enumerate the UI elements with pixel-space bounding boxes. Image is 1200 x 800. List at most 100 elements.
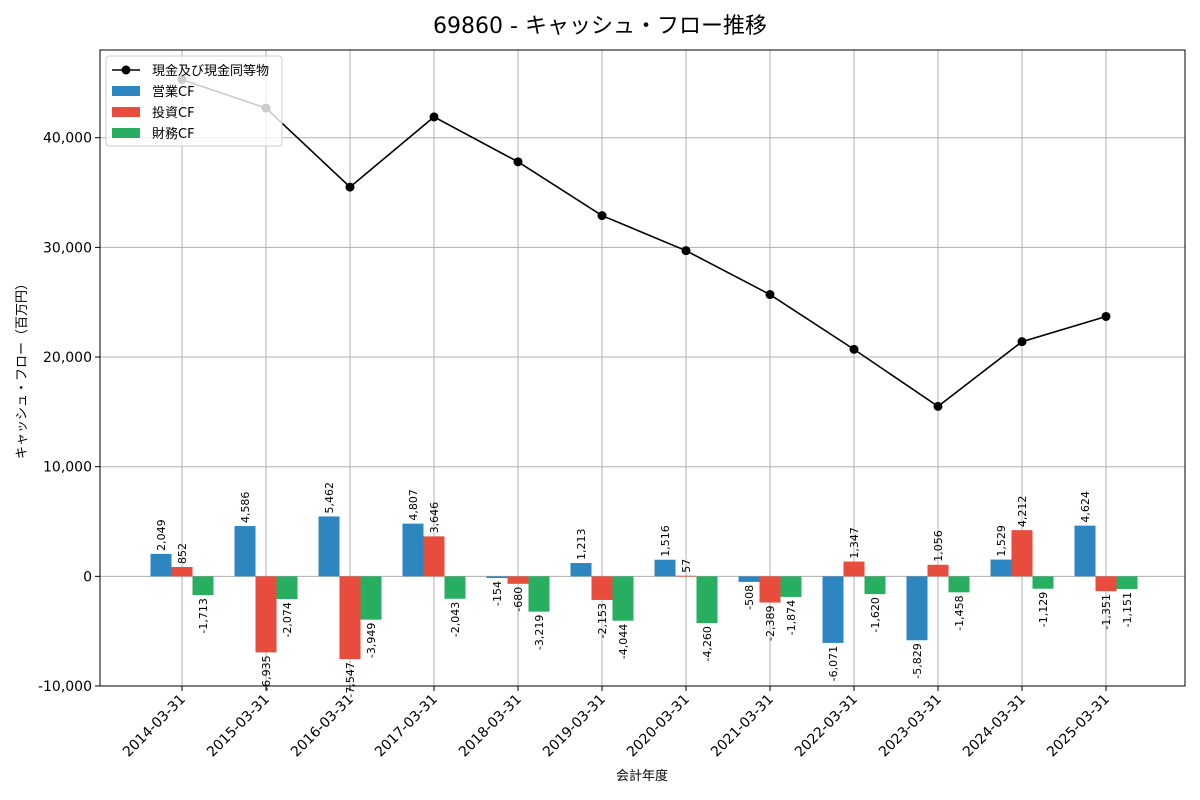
bar [1011, 530, 1033, 577]
bar-value-label: 852 [176, 543, 189, 564]
bar-value-label: 2,049 [155, 519, 168, 551]
bar [822, 576, 844, 643]
x-tick-label: 2016-03-31 [288, 692, 357, 761]
legend-label: 投資CF [152, 105, 195, 121]
bar [318, 516, 340, 577]
bar [570, 563, 592, 577]
bar-value-label: -1,351 [1100, 594, 1113, 629]
bar [864, 576, 886, 595]
bar-value-label: -6,935 [260, 655, 273, 690]
bar [339, 576, 361, 660]
bar-value-label: -2,074 [281, 602, 294, 637]
bar-value-label: 57 [680, 559, 693, 573]
bar [738, 576, 760, 582]
bar [444, 576, 466, 599]
cash-point [933, 401, 943, 411]
bar [1074, 525, 1096, 577]
legend-box [105, 55, 283, 147]
bar-value-label: -508 [743, 585, 756, 610]
legend-label: 現金及び現金同等物 [152, 63, 269, 79]
chart-title: 69860 - キャッシュ・フロー推移 [433, 14, 767, 39]
x-tick-label: 2023-03-31 [876, 692, 945, 761]
bar [591, 576, 613, 600]
bar [990, 559, 1012, 577]
cash-point [765, 290, 775, 300]
legend-label: 財務CF [152, 127, 195, 142]
axis-ticks: -10,000 0 10,000 20,000 30,000 40,000 2014-03-… [38, 131, 1113, 761]
bar-value-label: 4,624 [1079, 491, 1092, 523]
bar-value-label: 4,807 [407, 489, 420, 521]
bar-value-label: -4,260 [701, 626, 714, 661]
x-tick-label: 2021-03-31 [708, 692, 777, 761]
bar-value-label: -154 [491, 581, 504, 606]
bar [360, 576, 382, 620]
cash-point [597, 211, 607, 221]
cash-point [681, 246, 691, 256]
bar-value-label: 1,516 [659, 525, 672, 557]
y-tick-label: 20,000 [43, 350, 92, 366]
x-axis-label: 会計年度 [616, 768, 668, 784]
bar-value-label: -1,129 [1037, 592, 1050, 627]
legend-label: 営業CF [152, 84, 195, 100]
bar-value-label: -5,829 [911, 643, 924, 678]
bar-value-label: -2,389 [764, 606, 777, 641]
bar-value-label: 1,213 [575, 529, 588, 561]
bar [423, 536, 445, 577]
y-tick-label: 40,000 [43, 131, 92, 147]
bar-series [150, 516, 1138, 660]
y-axis-label: キャッシュ・フロー（百万円） [15, 277, 30, 459]
bar [171, 567, 193, 577]
bar-value-label: -1,713 [197, 598, 210, 633]
bar-value-label: -1,151 [1121, 592, 1134, 627]
bar [276, 576, 298, 600]
bar [906, 576, 928, 641]
bar [843, 561, 865, 577]
bar-value-label: -4,044 [617, 624, 630, 659]
x-tick-label: 2018-03-31 [456, 692, 525, 761]
bar [696, 576, 718, 624]
cash-line [181, 78, 1107, 408]
bar [255, 576, 277, 653]
x-tick-label: 2017-03-31 [372, 692, 441, 761]
cash-point [1017, 337, 1027, 347]
bar [780, 576, 802, 597]
bar-value-label: 1,529 [995, 525, 1008, 557]
x-tick-label: 2024-03-31 [960, 692, 1029, 761]
bar-value-label: 3,646 [428, 502, 441, 534]
bar-value-label: -680 [512, 587, 525, 612]
bar-value-label: -1,874 [785, 600, 798, 635]
x-tick-label: 2014-03-31 [120, 692, 189, 761]
bar-value-label: -3,949 [365, 623, 378, 658]
bar [927, 564, 949, 577]
bar [759, 576, 781, 603]
x-tick-label: 2019-03-31 [540, 692, 609, 761]
bar-value-label: -1,458 [953, 595, 966, 630]
bar-value-label: -7,547 [344, 662, 357, 697]
y-tick-label: 0 [83, 569, 92, 585]
bar [675, 575, 697, 577]
bar-value-label: 1,347 [848, 527, 861, 559]
bar [1032, 576, 1054, 589]
bar [150, 553, 172, 577]
bar-value-label: -3,219 [533, 615, 546, 650]
legend-swatch [112, 107, 140, 117]
bar [234, 526, 256, 577]
cash-point [429, 112, 439, 122]
bar [486, 576, 508, 579]
cash-point [345, 182, 355, 192]
bar [528, 576, 550, 612]
cash-line-series [177, 75, 1111, 411]
plot-frame [99, 49, 1186, 687]
x-tick-label: 2020-03-31 [624, 692, 693, 761]
bar [654, 559, 676, 577]
y-tick-label: 30,000 [43, 240, 92, 256]
bar-value-label: 1,056 [932, 530, 945, 562]
data-labels: 2,049 4,586 5,462 4,807 -154 1,213 1,516 -508 -6… [155, 482, 1134, 698]
legend-marker [121, 65, 131, 75]
bar [612, 576, 634, 621]
bar-value-label: -1,620 [869, 597, 882, 632]
bar [1116, 576, 1138, 589]
bar-value-label: 4,586 [239, 492, 252, 524]
